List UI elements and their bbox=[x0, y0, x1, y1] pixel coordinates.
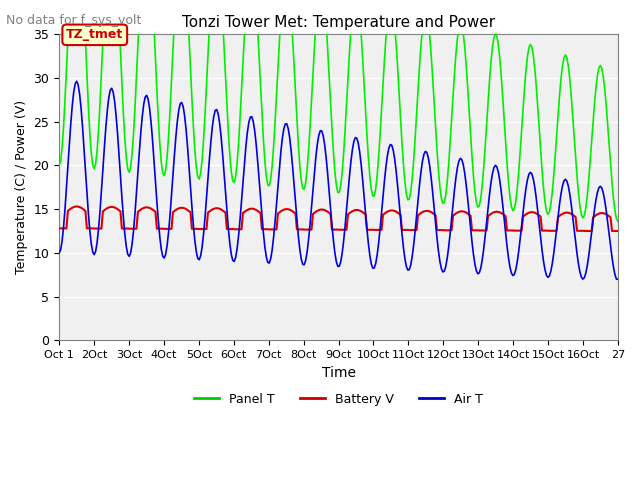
Text: No data for f_sys_volt: No data for f_sys_volt bbox=[6, 14, 142, 27]
Text: TZ_tmet: TZ_tmet bbox=[66, 28, 124, 41]
X-axis label: Time: Time bbox=[321, 366, 355, 380]
Y-axis label: Temperature (C) / Power (V): Temperature (C) / Power (V) bbox=[15, 100, 28, 274]
Title: Tonzi Tower Met: Temperature and Power: Tonzi Tower Met: Temperature and Power bbox=[182, 15, 495, 30]
Legend: Panel T, Battery V, Air T: Panel T, Battery V, Air T bbox=[189, 388, 488, 411]
